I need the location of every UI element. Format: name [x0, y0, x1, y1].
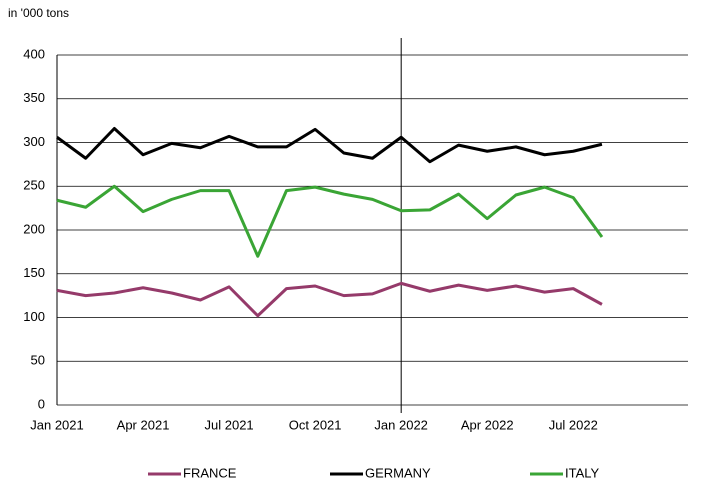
y-tick-label: 200: [23, 221, 45, 236]
legend-label: GERMANY: [365, 465, 431, 480]
y-axis-label: in '000 tons: [8, 6, 69, 20]
y-tick-label: 100: [23, 309, 45, 324]
x-tick-label: Oct 2021: [289, 417, 342, 432]
x-tick-label: Apr 2021: [117, 417, 170, 432]
y-tick-label: 250: [23, 178, 45, 193]
y-tick-label: 400: [23, 46, 45, 61]
y-tick-label: 350: [23, 90, 45, 105]
y-tick-label: 0: [38, 396, 45, 411]
y-tick-label: 300: [23, 134, 45, 149]
series-line: [56, 184, 604, 258]
legend-label: ITALY: [565, 465, 600, 480]
x-tick-label: Jan 2022: [374, 417, 428, 432]
x-tick-label: Jan 2021: [30, 417, 84, 432]
y-tick-label: 50: [31, 353, 45, 368]
legend-label: FRANCE: [183, 465, 237, 480]
x-tick-label: Apr 2022: [461, 417, 514, 432]
y-tick-label: 150: [23, 265, 45, 280]
series-line: [56, 281, 603, 318]
x-tick-label: Jul 2021: [205, 417, 254, 432]
x-tick-label: Jul 2022: [549, 417, 598, 432]
series-line: [56, 127, 603, 164]
